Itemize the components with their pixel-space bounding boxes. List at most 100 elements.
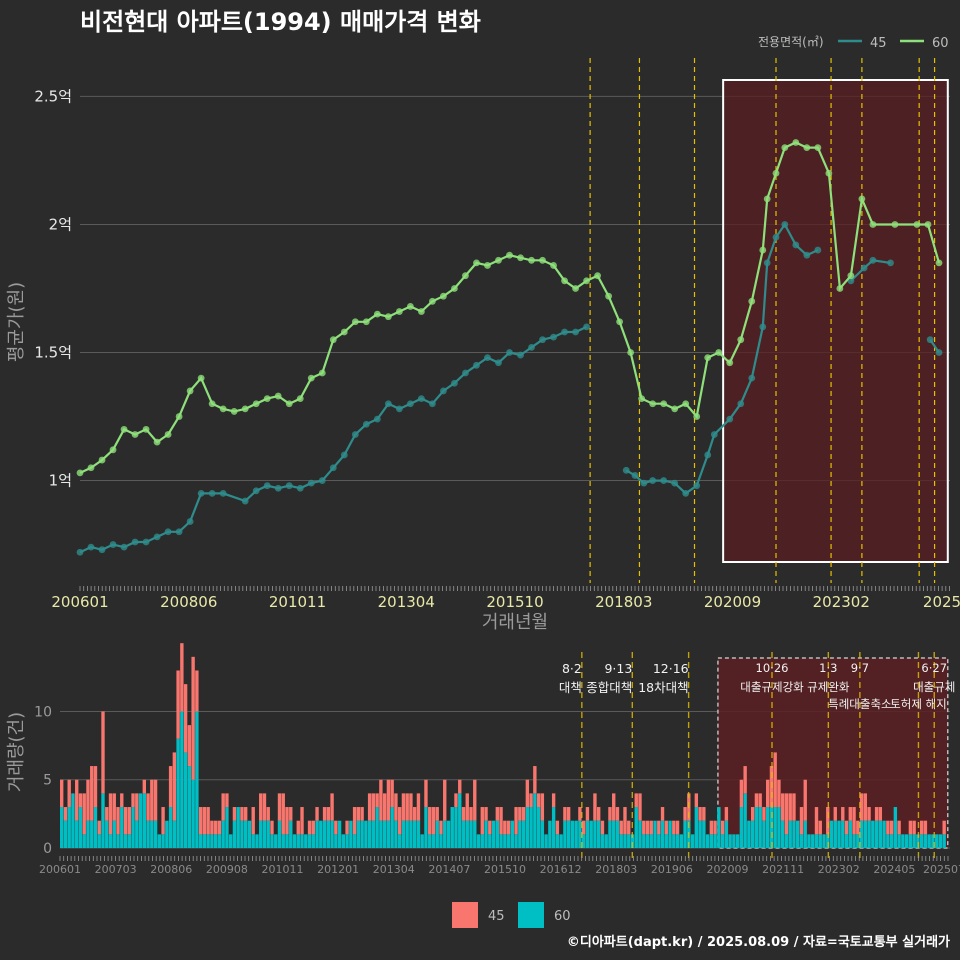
bar-60 [371, 820, 376, 848]
price-x-tick-label: 201304 [378, 593, 435, 611]
series-60-point [858, 195, 866, 203]
bar-45 [702, 807, 706, 821]
series-60-point [572, 285, 579, 292]
bar-45 [642, 820, 646, 835]
volume-x-tick-label: 202405 [873, 863, 915, 876]
bar-60 [503, 834, 507, 848]
bar-60 [536, 807, 541, 848]
bar-60 [597, 820, 601, 848]
policy-label: 대출규제 [913, 680, 955, 694]
bar-45 [153, 779, 158, 821]
series-60-point [594, 272, 601, 280]
bar-60 [153, 820, 158, 848]
bar-60 [765, 807, 770, 848]
series-60-point [748, 297, 756, 305]
bar-60 [495, 820, 499, 848]
bar-60 [578, 820, 582, 848]
bar-60 [619, 834, 623, 848]
bar-45 [397, 807, 402, 835]
volume-x-tick-label: 202009 [707, 863, 749, 876]
bar-60 [386, 820, 391, 848]
bar-45 [75, 779, 79, 821]
bar-60 [277, 820, 282, 848]
bar-60 [886, 834, 890, 848]
series-60-point [627, 349, 635, 356]
series-60-point [451, 285, 458, 292]
bar-60 [668, 820, 672, 848]
bar-60 [555, 834, 560, 848]
series-60-point [561, 277, 568, 285]
series-45-point [561, 328, 568, 336]
bar-45 [412, 807, 417, 821]
bar-60 [739, 807, 744, 848]
series-45-point [440, 387, 447, 395]
bar-45 [146, 793, 150, 821]
bar-45 [206, 807, 210, 835]
series-45-point [759, 323, 767, 331]
series-45-point [208, 489, 216, 497]
bar-45 [814, 807, 819, 835]
bar-45 [78, 793, 83, 808]
series-60-point [763, 195, 771, 203]
bar-60 [732, 834, 736, 848]
bar-60 [105, 820, 109, 848]
bar-60 [747, 820, 751, 848]
bar-60 [859, 820, 864, 848]
legend-label-45: 45 [870, 36, 887, 51]
bar-45 [698, 807, 702, 821]
bar-45 [792, 793, 796, 821]
series-45-point [131, 538, 139, 546]
bar-60 [773, 807, 777, 848]
bar-60 [146, 820, 150, 848]
series-45-point [296, 484, 304, 492]
bar-45 [172, 752, 177, 821]
series-45-point [737, 400, 745, 408]
bar-60 [232, 820, 237, 848]
series-45-point [583, 323, 590, 331]
bar-45 [296, 820, 300, 835]
bar-60 [424, 807, 428, 848]
bar-60 [889, 834, 894, 848]
series-45-point [772, 233, 780, 241]
bar-60 [375, 807, 379, 848]
bar-60 [131, 807, 135, 848]
bar-60 [720, 834, 725, 848]
bar-45 [461, 807, 466, 821]
series-45-point [197, 489, 205, 497]
bar-60 [645, 834, 650, 848]
bar-45 [743, 766, 747, 794]
series-45-point [710, 431, 718, 438]
bar-60 [784, 834, 789, 848]
bar-60 [709, 834, 714, 848]
series-45-point [406, 400, 414, 408]
bar-60 [608, 820, 612, 848]
bar-60 [919, 834, 924, 848]
volume-x-tick-label: 201906 [651, 863, 693, 876]
bar-60 [221, 820, 225, 848]
volume-y-tick-label: 5 [43, 773, 52, 789]
volume-legend-label-45: 45 [488, 909, 505, 924]
bar-45 [912, 820, 916, 835]
bar-45 [352, 807, 357, 835]
bar-60 [585, 820, 590, 848]
policy-label: 대출규제강화 [740, 680, 804, 694]
volume-x-tick-label: 200703 [95, 863, 137, 876]
bar-45 [187, 725, 192, 767]
bar-60 [183, 752, 188, 848]
bar-45 [443, 779, 447, 821]
bar-60 [630, 834, 635, 848]
bar-60 [307, 834, 312, 848]
series-45-point [539, 336, 546, 344]
series-45-point [660, 477, 668, 484]
series-60-point [462, 272, 469, 280]
bar-60 [93, 807, 98, 848]
bar-45 [566, 807, 571, 821]
bar-60 [642, 834, 646, 848]
bar-60 [142, 793, 146, 848]
series-45-point [373, 415, 381, 423]
bar-45 [765, 779, 770, 808]
bar-60 [187, 766, 192, 848]
bar-60 [360, 820, 364, 848]
bar-60 [319, 820, 323, 848]
bar-45 [874, 807, 879, 821]
